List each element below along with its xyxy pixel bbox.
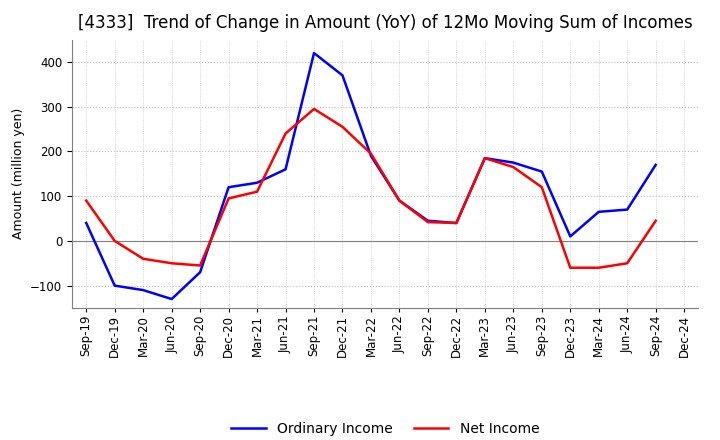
Line: Ordinary Income: Ordinary Income xyxy=(86,53,656,299)
Net Income xyxy=(480,155,489,161)
Ordinary Income xyxy=(423,218,432,224)
Net Income xyxy=(110,238,119,244)
Ordinary Income xyxy=(110,283,119,288)
Net Income xyxy=(167,260,176,266)
Y-axis label: Amount (million yen): Amount (million yen) xyxy=(12,108,24,239)
Net Income xyxy=(366,151,375,156)
Ordinary Income xyxy=(595,209,603,214)
Title: [4333]  Trend of Change in Amount (YoY) of 12Mo Moving Sum of Incomes: [4333] Trend of Change in Amount (YoY) o… xyxy=(78,15,693,33)
Net Income xyxy=(282,131,290,136)
Net Income xyxy=(395,198,404,203)
Ordinary Income xyxy=(196,270,204,275)
Ordinary Income xyxy=(395,198,404,203)
Net Income xyxy=(82,198,91,203)
Net Income xyxy=(253,189,261,194)
Net Income xyxy=(225,196,233,201)
Net Income xyxy=(652,218,660,224)
Net Income xyxy=(509,165,518,170)
Ordinary Income xyxy=(480,155,489,161)
Net Income xyxy=(338,124,347,129)
Ordinary Income xyxy=(366,153,375,158)
Ordinary Income xyxy=(338,73,347,78)
Ordinary Income xyxy=(509,160,518,165)
Ordinary Income xyxy=(139,287,148,293)
Ordinary Income xyxy=(537,169,546,174)
Net Income xyxy=(537,185,546,190)
Net Income xyxy=(566,265,575,270)
Net Income xyxy=(595,265,603,270)
Ordinary Income xyxy=(623,207,631,212)
Net Income xyxy=(310,106,318,112)
Ordinary Income xyxy=(310,50,318,55)
Legend: Ordinary Income, Net Income: Ordinary Income, Net Income xyxy=(225,417,545,440)
Ordinary Income xyxy=(225,185,233,190)
Ordinary Income xyxy=(652,162,660,168)
Ordinary Income xyxy=(167,297,176,302)
Ordinary Income xyxy=(566,234,575,239)
Ordinary Income xyxy=(82,220,91,226)
Net Income xyxy=(196,263,204,268)
Net Income xyxy=(139,256,148,261)
Line: Net Income: Net Income xyxy=(86,109,656,268)
Net Income xyxy=(423,220,432,225)
Net Income xyxy=(623,260,631,266)
Ordinary Income xyxy=(452,220,461,226)
Ordinary Income xyxy=(253,180,261,185)
Ordinary Income xyxy=(282,167,290,172)
Net Income xyxy=(452,220,461,226)
